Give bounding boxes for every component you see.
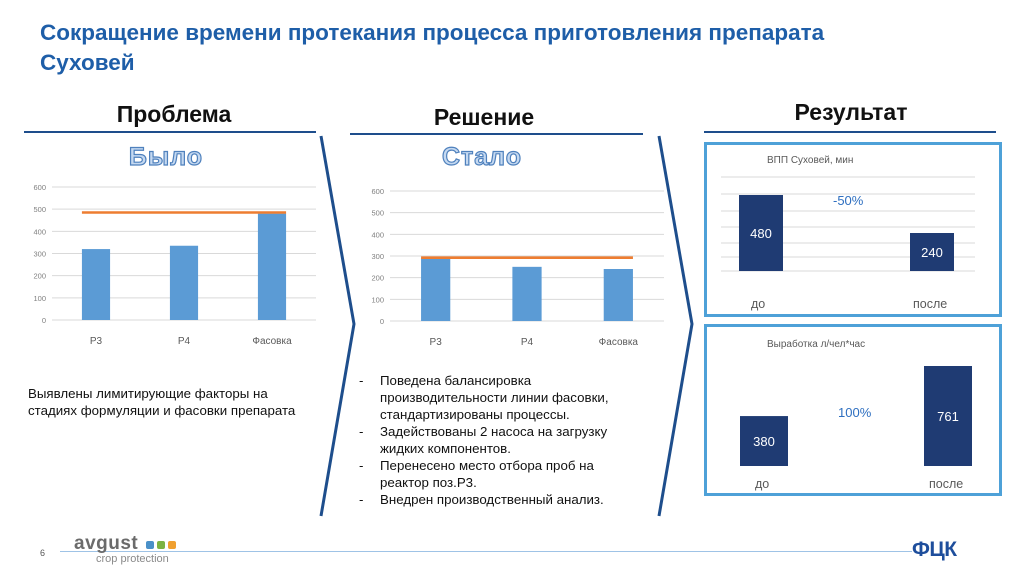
y-tick-label: 100 bbox=[33, 294, 46, 303]
logo-dot-icon bbox=[157, 541, 165, 549]
result-change-percent: 100% bbox=[838, 405, 872, 420]
data-label: 380 bbox=[753, 434, 775, 449]
bar bbox=[924, 366, 972, 466]
result-change-percent: -50% bbox=[833, 193, 864, 208]
y-tick-label: 500 bbox=[371, 209, 384, 218]
x-tick-label: Фасовка bbox=[599, 337, 639, 348]
header-problem: Проблема bbox=[116, 101, 232, 127]
result-category: до bbox=[751, 297, 766, 311]
header-solution-rule bbox=[350, 133, 643, 135]
y-tick-label: 400 bbox=[33, 227, 46, 236]
bar bbox=[740, 416, 788, 466]
bar bbox=[603, 269, 633, 321]
data-label: 240 bbox=[921, 245, 943, 260]
y-tick-label: 500 bbox=[33, 205, 46, 214]
header-solution: Решение bbox=[433, 104, 535, 130]
slide-title: Сокращение времени протекания процесса п… bbox=[40, 20, 825, 75]
logo-dot-icon bbox=[146, 541, 154, 549]
solution-item: Задействованы 2 насоса на загрузку жидки… bbox=[356, 423, 646, 457]
problem-description: Выявлены лимитирующие факторы на стадиях… bbox=[28, 386, 296, 418]
data-label: 761 bbox=[937, 409, 959, 424]
bar bbox=[169, 245, 199, 320]
y-tick-label: 200 bbox=[33, 272, 46, 281]
y-tick-label: 300 bbox=[33, 250, 46, 259]
result-category: после bbox=[929, 477, 964, 491]
header-result-rule bbox=[704, 131, 996, 133]
bar bbox=[512, 266, 542, 321]
chart-before: 0 100 200 300 400 500 600 Р3 Р4 Фасовка bbox=[33, 183, 316, 347]
x-tick-label: Р4 bbox=[521, 337, 534, 348]
x-tick-label: Фасовка bbox=[252, 336, 292, 347]
x-tick-label: Р3 bbox=[430, 337, 443, 348]
y-tick-label: 400 bbox=[371, 230, 384, 239]
chevron-arrow-2 bbox=[657, 135, 694, 517]
bar bbox=[421, 258, 451, 321]
result-category: до bbox=[755, 477, 770, 491]
solution-list: Поведена балансировка производительности… bbox=[356, 372, 646, 508]
y-tick-label: 0 bbox=[42, 316, 46, 325]
page-number: 6 bbox=[40, 548, 46, 558]
y-tick-label: 600 bbox=[33, 183, 46, 192]
y-tick-label: 600 bbox=[371, 187, 384, 196]
bar bbox=[739, 195, 783, 271]
x-tick-label: Р3 bbox=[90, 336, 103, 347]
y-tick-label: 0 bbox=[380, 317, 384, 326]
logo-avgust-subtitle: crop protection bbox=[96, 553, 169, 565]
solution-item: Поведена балансировка производительности… bbox=[356, 372, 646, 423]
chevron-arrow-1 bbox=[319, 135, 356, 517]
logo-avgust: avgust bbox=[74, 533, 139, 554]
label-after: Стало bbox=[441, 142, 523, 171]
solution-item: Внедрен производственный анализ. bbox=[356, 491, 646, 508]
result-category: после bbox=[913, 297, 948, 311]
label-before: Было bbox=[128, 142, 204, 171]
result-box-output: Выработка л/чел*час 380 761 100% до после bbox=[704, 324, 1002, 496]
result-box-time: ВПП Суховей, мин 480 240 -50% до после bbox=[704, 142, 1002, 317]
bar bbox=[910, 233, 954, 271]
y-tick-label: 100 bbox=[371, 295, 384, 304]
bar bbox=[81, 249, 111, 320]
chart-result-time: 480 240 bbox=[721, 176, 975, 272]
logo-dot-icon bbox=[168, 541, 176, 549]
result-chart-title: Выработка л/чел*час bbox=[767, 339, 866, 350]
header-result: Результат bbox=[794, 99, 908, 125]
data-label: 480 bbox=[750, 226, 772, 241]
bar bbox=[257, 213, 287, 320]
chart-result-output: 380 761 bbox=[740, 366, 972, 466]
solution-item: Перенесено место отбора проб на реактор … bbox=[356, 457, 646, 491]
y-tick-label: 300 bbox=[371, 252, 384, 261]
x-tick-label: Р4 bbox=[178, 336, 191, 347]
logo-fck: ФЦК bbox=[912, 538, 957, 561]
chart-after: 0 100 200 300 400 500 600 Р3 Р4 Фасовка bbox=[371, 187, 664, 348]
header-problem-rule bbox=[24, 131, 316, 133]
y-tick-label: 200 bbox=[371, 274, 384, 283]
result-chart-title: ВПП Суховей, мин bbox=[767, 155, 854, 166]
footer-divider bbox=[60, 551, 912, 552]
